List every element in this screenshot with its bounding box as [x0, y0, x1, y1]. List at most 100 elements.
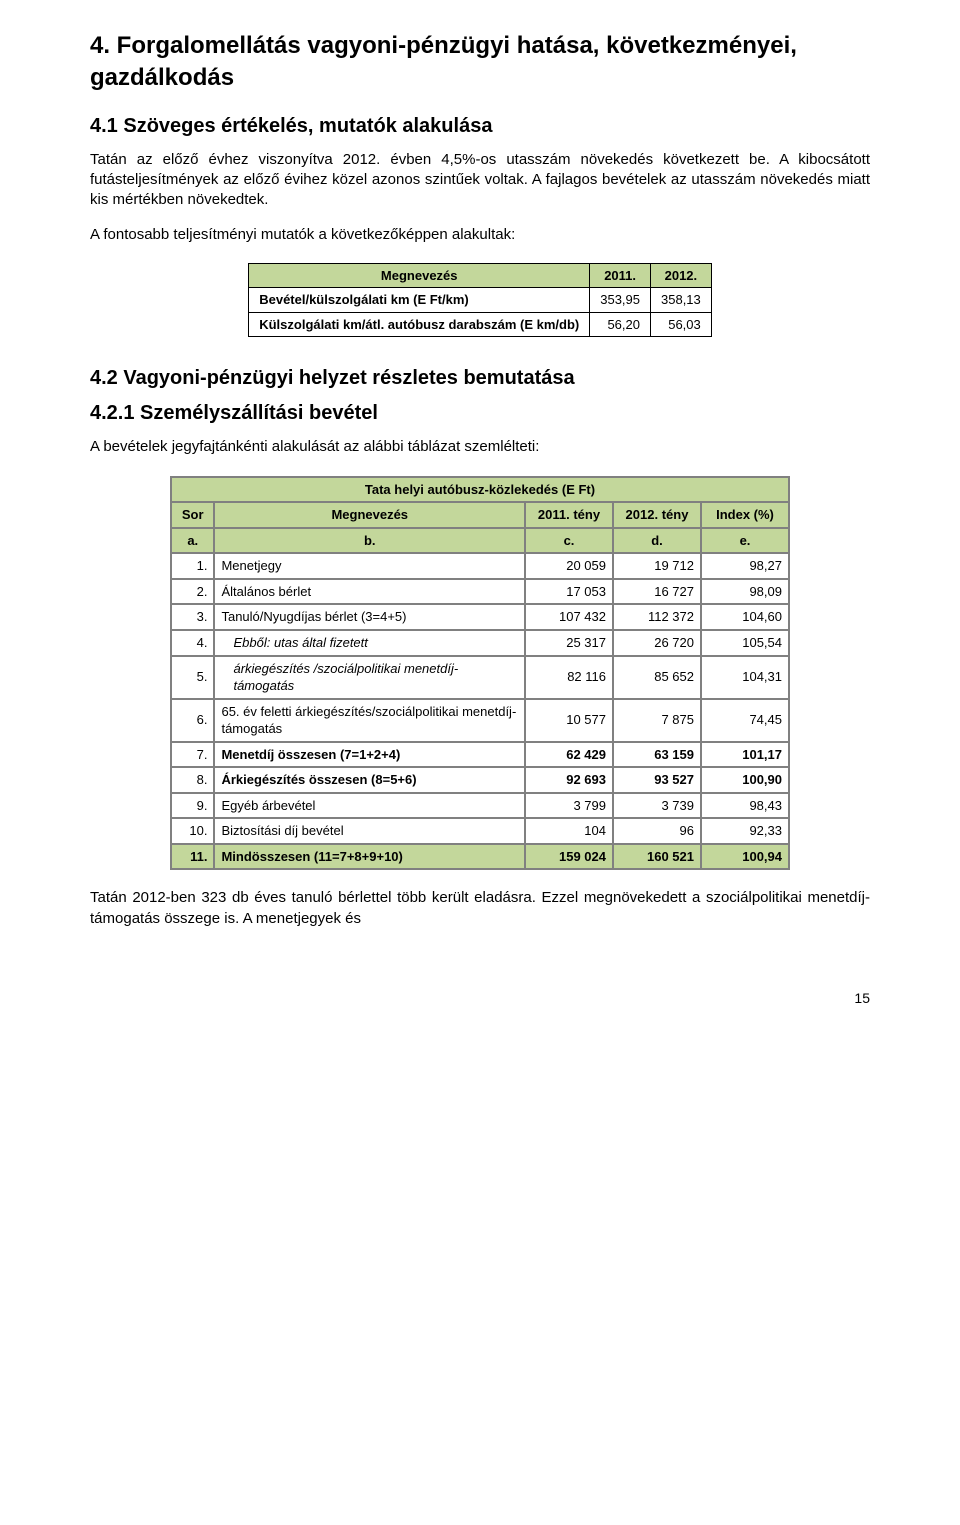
cell-value: 105,54: [701, 630, 789, 656]
col-header-2011: 2011.: [590, 263, 651, 288]
cell-value: 160 521: [613, 844, 701, 870]
cell-value: 92 693: [525, 767, 613, 793]
table-row: 9.Egyéb árbevétel3 7993 73998,43: [171, 793, 789, 819]
table-row: 8.Árkiegészítés összesen (8=5+6)92 69393…: [171, 767, 789, 793]
cell-value: 104,31: [701, 656, 789, 699]
cell-value: 63 159: [613, 742, 701, 768]
cell-value: 19 712: [613, 553, 701, 579]
cell-value: 358,13: [651, 288, 712, 313]
col-header-2012: 2012.: [651, 263, 712, 288]
row-number: 1.: [171, 553, 214, 579]
row-label: Általános bérlet: [214, 579, 525, 605]
table-row: 4.Ebből: utas által fizetett25 31726 720…: [171, 630, 789, 656]
row-number: 10.: [171, 818, 214, 844]
table-row: 11.Mindösszesen (11=7+8+9+10)159 024160 …: [171, 844, 789, 870]
letter-c: c.: [525, 528, 613, 554]
cell-value: 101,17: [701, 742, 789, 768]
indicators-table: Megnevezés 2011. 2012. Bevétel/külszolgá…: [248, 263, 712, 338]
cell-value: 98,27: [701, 553, 789, 579]
table-title-row: Tata helyi autóbusz-közlekedés (E Ft): [171, 477, 789, 503]
cell-value: 98,09: [701, 579, 789, 605]
cell-value: 93 527: [613, 767, 701, 793]
table-row: Külszolgálati km/átl. autóbusz darabszám…: [249, 312, 712, 337]
col-header-name: Megnevezés: [249, 263, 590, 288]
row-label: Árkiegészítés összesen (8=5+6): [214, 767, 525, 793]
row-number: 7.: [171, 742, 214, 768]
table-title: Tata helyi autóbusz-közlekedés (E Ft): [171, 477, 789, 503]
table-row: 1.Menetjegy20 05919 71298,27: [171, 553, 789, 579]
table-row: 7.Menetdíj összesen (7=1+2+4)62 42963 15…: [171, 742, 789, 768]
heading-4-2-1: 4.2.1 Személyszállítási bevétel: [90, 400, 870, 427]
cell-value: 3 739: [613, 793, 701, 819]
cell-value: 25 317: [525, 630, 613, 656]
paragraph-1: Tatán az előző évhez viszonyítva 2012. é…: [90, 150, 870, 211]
letter-b: b.: [214, 528, 525, 554]
table-row: 2.Általános bérlet17 05316 72798,09: [171, 579, 789, 605]
paragraph-2: A fontosabb teljesítményi mutatók a köve…: [90, 225, 870, 245]
col-header-megnevezes: Megnevezés: [214, 502, 525, 528]
row-number: 6.: [171, 699, 214, 742]
cell-value: 98,43: [701, 793, 789, 819]
row-number: 9.: [171, 793, 214, 819]
revenue-table: Tata helyi autóbusz-közlekedés (E Ft) So…: [170, 476, 790, 871]
row-number: 2.: [171, 579, 214, 605]
row-number: 5.: [171, 656, 214, 699]
row-number: 4.: [171, 630, 214, 656]
cell-value: 16 727: [613, 579, 701, 605]
row-label: Menetdíj összesen (7=1+2+4): [214, 742, 525, 768]
cell-value: 26 720: [613, 630, 701, 656]
row-number: 3.: [171, 604, 214, 630]
cell-value: 100,94: [701, 844, 789, 870]
row-label: Ebből: utas által fizetett: [214, 630, 525, 656]
cell-value: 3 799: [525, 793, 613, 819]
letter-a: a.: [171, 528, 214, 554]
letter-d: d.: [613, 528, 701, 554]
row-label: Mindösszesen (11=7+8+9+10): [214, 844, 525, 870]
heading-4-1: 4.1 Szöveges értékelés, mutatók alakulás…: [90, 113, 870, 140]
cell-value: 7 875: [613, 699, 701, 742]
table-row: Bevétel/külszolgálati km (E Ft/km) 353,9…: [249, 288, 712, 313]
table-letter-row: a. b. c. d. e.: [171, 528, 789, 554]
table-row: 10.Biztosítási díj bevétel1049692,33: [171, 818, 789, 844]
cell-value: 62 429: [525, 742, 613, 768]
row-label: Bevétel/külszolgálati km (E Ft/km): [249, 288, 590, 313]
table-row: 5.árkiegészítés /szociálpolitikai menetd…: [171, 656, 789, 699]
cell-value: 56,20: [590, 312, 651, 337]
col-header-2011: 2011. tény: [525, 502, 613, 528]
row-label: 65. év feletti árkiegészítés/szociálpoli…: [214, 699, 525, 742]
row-label: Tanuló/Nyugdíjas bérlet (3=4+5): [214, 604, 525, 630]
heading-4-2: 4.2 Vagyoni-pénzügyi helyzet részletes b…: [90, 365, 870, 392]
table-header-row: Megnevezés 2011. 2012.: [249, 263, 712, 288]
cell-value: 85 652: [613, 656, 701, 699]
cell-value: 56,03: [651, 312, 712, 337]
letter-e: e.: [701, 528, 789, 554]
row-label: Egyéb árbevétel: [214, 793, 525, 819]
cell-value: 104,60: [701, 604, 789, 630]
row-label: Menetjegy: [214, 553, 525, 579]
heading-main: 4. Forgalomellátás vagyoni-pénzügyi hatá…: [90, 30, 870, 95]
table-header-row: Sor Megnevezés 2011. tény 2012. tény Ind…: [171, 502, 789, 528]
table-row: 3.Tanuló/Nyugdíjas bérlet (3=4+5)107 432…: [171, 604, 789, 630]
cell-value: 104: [525, 818, 613, 844]
cell-value: 10 577: [525, 699, 613, 742]
cell-value: 107 432: [525, 604, 613, 630]
cell-value: 159 024: [525, 844, 613, 870]
page-number: 15: [90, 989, 870, 1008]
row-label: Külszolgálati km/átl. autóbusz darabszám…: [249, 312, 590, 337]
cell-value: 92,33: [701, 818, 789, 844]
row-label: Biztosítási díj bevétel: [214, 818, 525, 844]
col-header-2012: 2012. tény: [613, 502, 701, 528]
cell-value: 100,90: [701, 767, 789, 793]
row-label: árkiegészítés /szociálpolitikai menetdíj…: [214, 656, 525, 699]
cell-value: 20 059: [525, 553, 613, 579]
table-row: 6.65. év feletti árkiegészítés/szociálpo…: [171, 699, 789, 742]
cell-value: 82 116: [525, 656, 613, 699]
paragraph-4: Tatán 2012-ben 323 db éves tanuló bérlet…: [90, 888, 870, 929]
row-number: 11.: [171, 844, 214, 870]
cell-value: 112 372: [613, 604, 701, 630]
col-header-index: Index (%): [701, 502, 789, 528]
cell-value: 74,45: [701, 699, 789, 742]
col-header-sor: Sor: [171, 502, 214, 528]
paragraph-3: A bevételek jegyfajtánkénti alakulását a…: [90, 437, 870, 457]
cell-value: 353,95: [590, 288, 651, 313]
